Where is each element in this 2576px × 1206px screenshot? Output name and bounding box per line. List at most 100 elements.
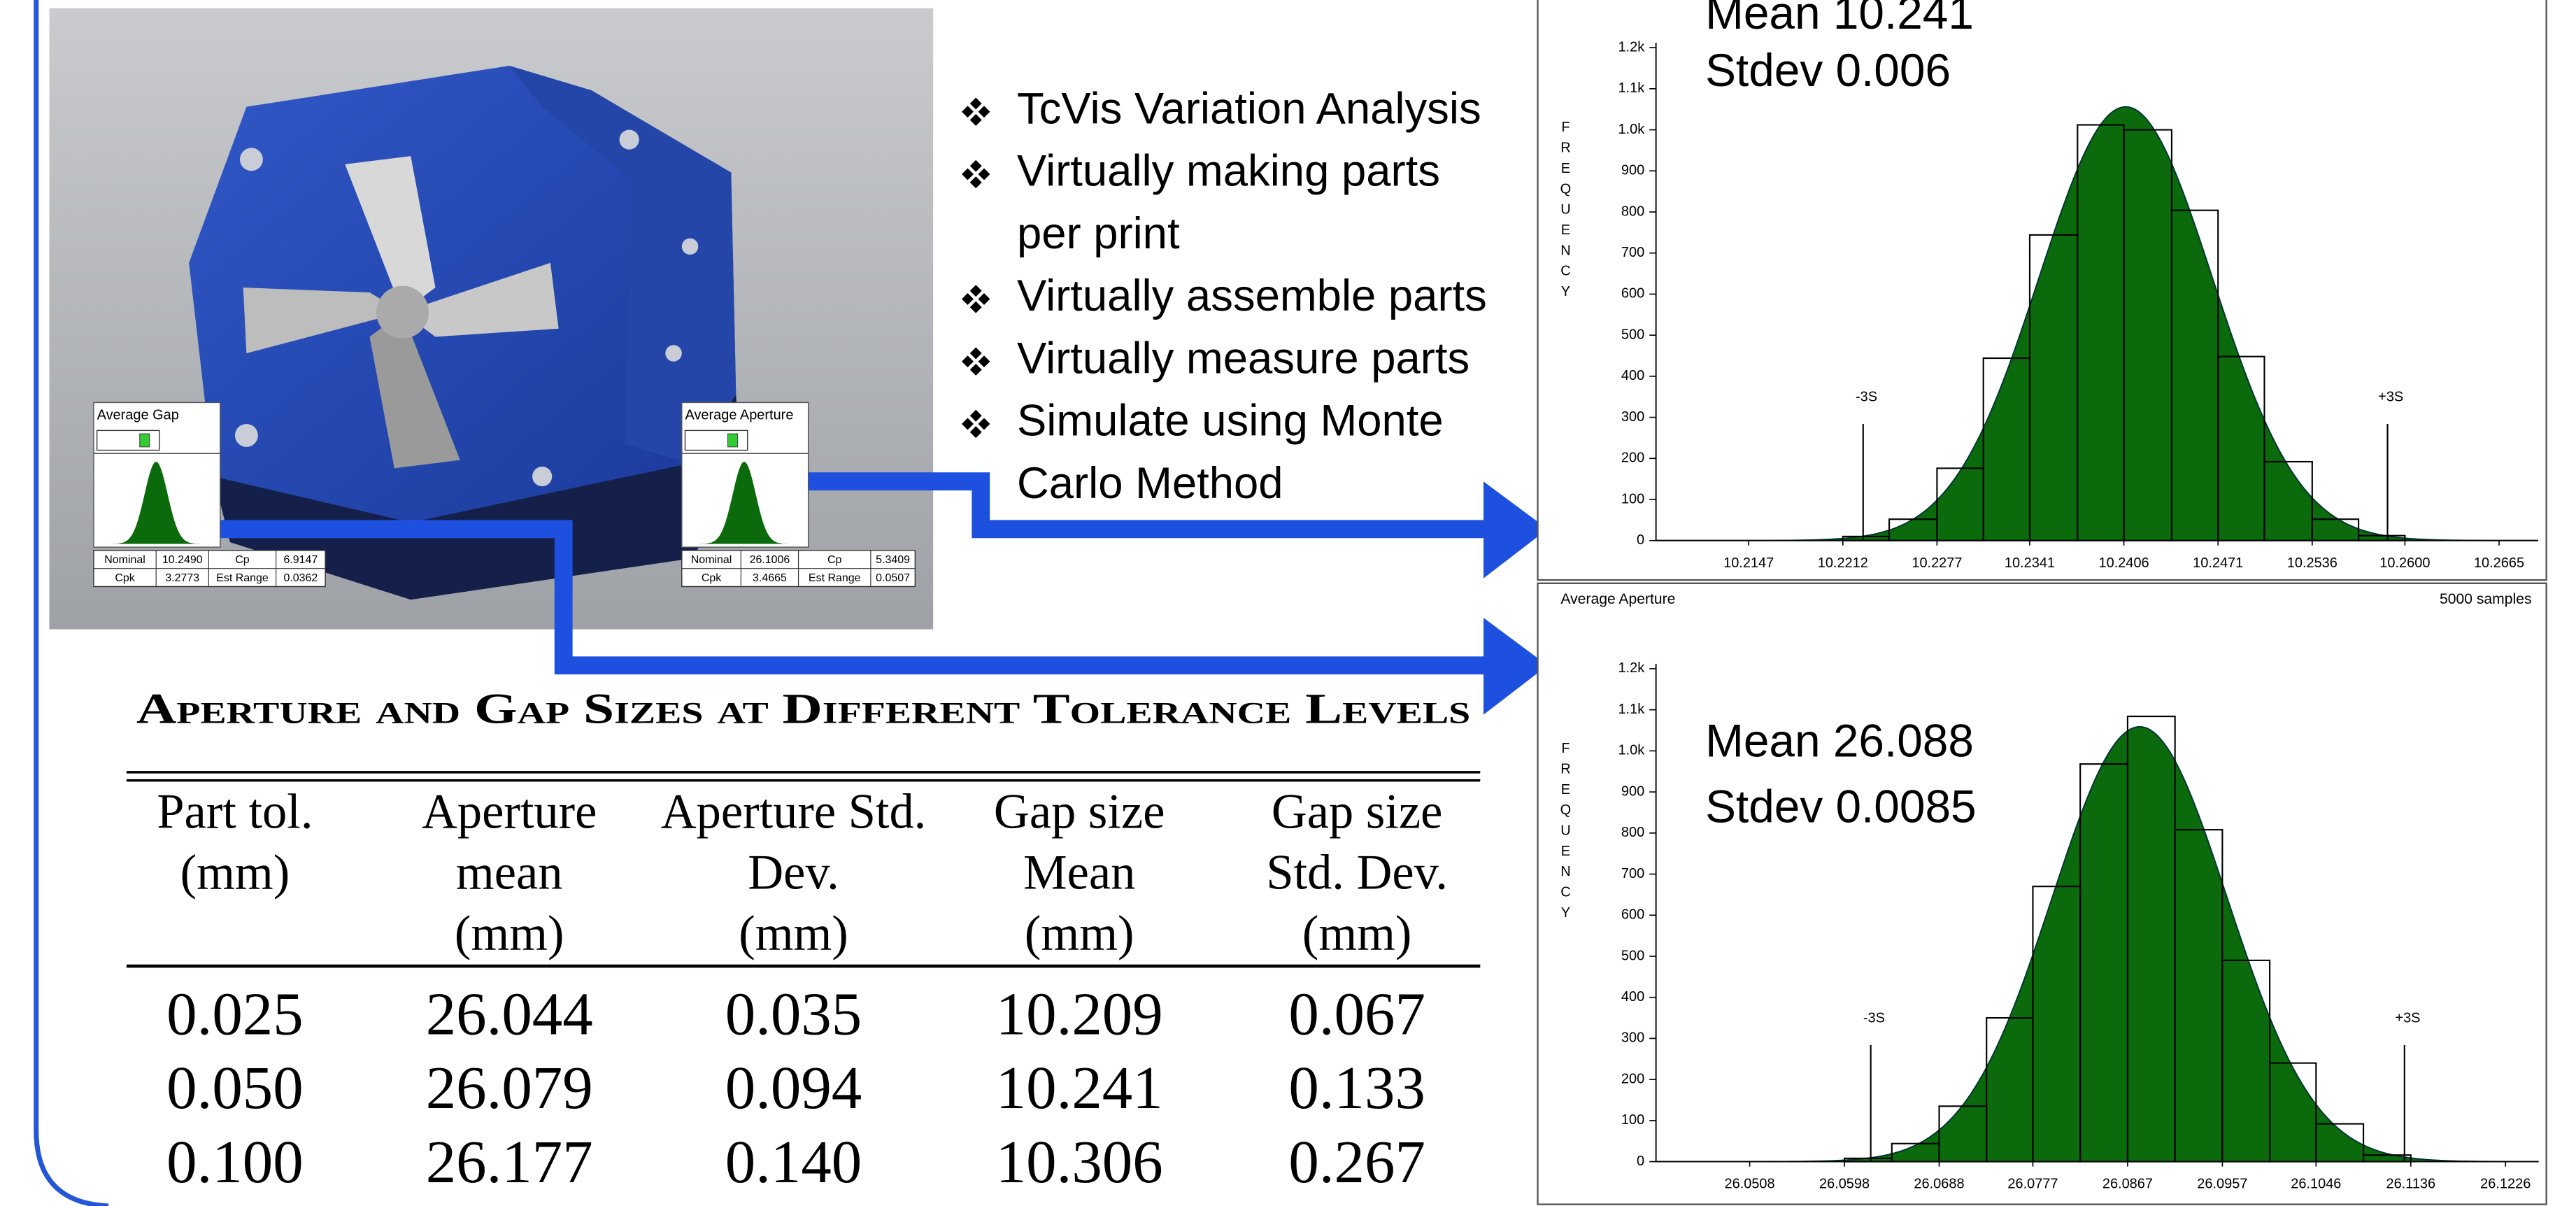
table-header: Gap size (994, 785, 1165, 839)
x-tick-label: 26.0598 (1819, 1177, 1870, 1192)
bullet-icon (962, 98, 990, 126)
sigma-marker-label: -3S (1863, 1011, 1885, 1026)
bullet-text: Carlo Method (1017, 459, 1283, 508)
widget-stat: 0.0507 (876, 572, 910, 584)
bullet-icon (962, 348, 990, 376)
y-tick-label: 700 (1621, 245, 1644, 260)
widget-slider (97, 430, 159, 450)
x-tick-label: 26.0777 (2007, 1177, 2058, 1192)
x-tick-label: 26.0867 (2102, 1177, 2153, 1192)
annotation: Stdev 0.0085 (1705, 780, 1977, 832)
bullet-text: Virtually making parts (1017, 147, 1440, 196)
table-header: Std. Dev. (1266, 845, 1448, 900)
table-header: Aperture Std. (661, 785, 927, 839)
x-tick-label: 10.2665 (2474, 555, 2524, 571)
x-tick-label: 26.1136 (2386, 1177, 2435, 1192)
x-tick-label: 10.2147 (1723, 555, 1774, 571)
y-tick-label: 200 (1621, 451, 1644, 466)
y-tick-label: 800 (1621, 825, 1644, 840)
y-tick-label: 1.0k (1618, 743, 1644, 758)
x-tick-label: 10.2471 (2193, 555, 2243, 571)
table-cell: 0.133 (1288, 1054, 1425, 1121)
widget-stat: Nominal (104, 554, 145, 566)
table-cell: 0.035 (725, 981, 862, 1048)
widget-stat: 3.2773 (165, 572, 199, 584)
bullet-icon (962, 285, 990, 313)
annotation: Mean 26.088 (1705, 714, 1974, 766)
y-tick-label: 1.1k (1618, 80, 1644, 96)
x-tick-label: 26.0688 (1914, 1177, 1964, 1192)
bullet-text: Virtually measure parts (1017, 334, 1470, 383)
widget-stat: Nominal (691, 554, 732, 566)
bullet-icon (962, 160, 990, 188)
y-tick-label: 100 (1621, 1112, 1644, 1128)
sigma-marker-label: -3S (1856, 390, 1877, 405)
widget-stat: Est Range (216, 572, 269, 584)
x-tick-label: 26.0957 (2197, 1177, 2247, 1192)
y-tick-label: 200 (1621, 1071, 1644, 1086)
widget-stat: 0.0362 (283, 572, 318, 584)
table-header: (mm) (180, 845, 290, 900)
widget-stat: 10.2490 (162, 554, 203, 566)
table-cell: 0.100 (166, 1128, 304, 1196)
slide: Aperture and Gap Sizes at Different Tole… (0, 0, 2576, 1206)
table-header: (mm) (739, 906, 848, 960)
bullet-text: Simulate using Monte (1017, 397, 1444, 446)
y-tick-label: 1.0k (1618, 122, 1644, 137)
bullet-text: TcVis Variation Analysis (1017, 84, 1481, 133)
y-axis-label: FREQUENCY (1560, 120, 1572, 299)
y-tick-label: 800 (1621, 204, 1644, 219)
y-tick-label: 500 (1621, 327, 1644, 342)
y-tick-label: 0 (1637, 1154, 1644, 1169)
y-tick-label: 600 (1621, 286, 1644, 302)
widget-stat: Cp (827, 554, 842, 566)
y-tick-label: 1.2k (1618, 39, 1644, 55)
table-cell: 26.177 (426, 1128, 593, 1196)
table-header: Aperture (422, 785, 597, 839)
table-cell: 0.025 (166, 981, 304, 1048)
widget-stat: 6.9147 (283, 554, 318, 566)
sigma-marker-label: +3S (2395, 1011, 2420, 1026)
x-tick-label: 10.2406 (2099, 555, 2149, 571)
widget-title: Average Aperture (685, 408, 794, 423)
x-tick-label: 26.1046 (2291, 1177, 2341, 1192)
x-tick-label: 26.0508 (1725, 1177, 1775, 1192)
widget-stat: Cpk (702, 572, 721, 584)
y-tick-label: 1.2k (1618, 660, 1644, 676)
assembly-render (189, 66, 743, 600)
chart-subtitle: 5000 samples (2440, 591, 2532, 607)
table-header: (mm) (455, 906, 564, 960)
widget-stat: Est Range (809, 572, 861, 584)
table-cell: 0.267 (1288, 1128, 1425, 1196)
x-tick-label: 10.2600 (2379, 555, 2430, 571)
y-tick-label: 1.1k (1618, 702, 1644, 717)
widget-title: Average Gap (97, 408, 179, 423)
widget-stat: Cpk (115, 572, 134, 584)
y-tick-label: 500 (1621, 948, 1644, 963)
widget-stat: Cp (235, 554, 250, 566)
y-tick-label: 600 (1621, 907, 1644, 923)
widget-slider-mark (728, 434, 738, 447)
annotation: Mean 10.241 (1705, 0, 1974, 38)
table-cell: 10.241 (996, 1054, 1163, 1121)
widget-stat: 5.3409 (876, 554, 910, 566)
y-axis-label: FREQUENCY (1560, 741, 1572, 921)
table-cell: 10.306 (996, 1128, 1163, 1196)
x-tick-label: 10.2536 (2287, 555, 2337, 571)
y-tick-label: 300 (1621, 409, 1644, 425)
table-header: Mean (1023, 845, 1135, 900)
table-title: Aperture and Gap Sizes at Different Tole… (136, 686, 1470, 732)
table-header: Dev. (748, 845, 839, 900)
y-tick-label: 100 (1621, 491, 1644, 506)
x-tick-label: 10.2341 (2005, 555, 2055, 571)
table-header: Part tol. (157, 785, 313, 839)
bullet-text: Virtually assemble parts (1017, 271, 1487, 320)
x-tick-label: 10.2277 (1912, 555, 1962, 571)
table-header: (mm) (1025, 906, 1134, 960)
sigma-marker-label: +3S (2378, 390, 2403, 405)
table-header: (mm) (1302, 906, 1412, 960)
x-tick-label: 10.2212 (1818, 555, 1868, 571)
table-cell: 26.044 (426, 981, 593, 1048)
widget-slider-mark (140, 434, 150, 447)
